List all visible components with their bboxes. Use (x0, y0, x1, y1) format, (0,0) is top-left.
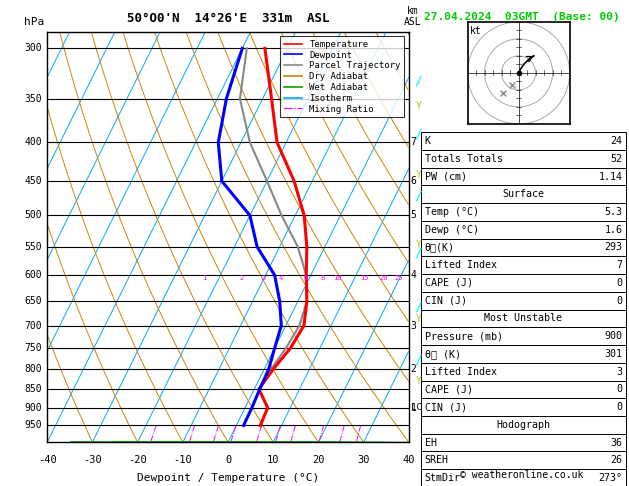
Text: 10: 10 (333, 275, 342, 280)
Text: 3: 3 (411, 321, 416, 330)
Text: 0: 0 (616, 402, 623, 412)
Text: Y: Y (415, 376, 421, 386)
Text: 8: 8 (321, 275, 325, 280)
Text: /: / (415, 300, 422, 313)
Text: hPa: hPa (24, 17, 44, 28)
Text: 300: 300 (24, 43, 42, 53)
Text: 600: 600 (24, 270, 42, 280)
Text: Dewp (°C): Dewp (°C) (425, 225, 479, 235)
Text: Pressure (mb): Pressure (mb) (425, 331, 503, 341)
Text: 2: 2 (411, 364, 416, 374)
Text: 0: 0 (616, 295, 623, 306)
Text: 7: 7 (411, 138, 416, 147)
Text: K: K (425, 136, 431, 146)
Text: 400: 400 (24, 138, 42, 147)
Text: /: / (415, 354, 422, 366)
Legend: Temperature, Dewpoint, Parcel Trajectory, Dry Adiabat, Wet Adiabat, Isotherm, Mi: Temperature, Dewpoint, Parcel Trajectory… (281, 36, 404, 117)
Text: Totals Totals: Totals Totals (425, 154, 503, 164)
Text: 5.3: 5.3 (604, 207, 623, 217)
Text: 6: 6 (303, 275, 308, 280)
Text: Most Unstable: Most Unstable (484, 313, 562, 324)
Text: Y: Y (415, 101, 421, 110)
Text: 30: 30 (357, 454, 370, 465)
Text: 1.14: 1.14 (599, 172, 623, 182)
Text: 20: 20 (379, 275, 388, 280)
Text: 26: 26 (611, 455, 623, 466)
Text: 50°O0'N  14°26'E  331m  ASL: 50°O0'N 14°26'E 331m ASL (127, 13, 329, 25)
Text: © weatheronline.co.uk: © weatheronline.co.uk (460, 470, 584, 480)
Text: 0: 0 (616, 278, 623, 288)
Text: 800: 800 (24, 364, 42, 374)
Text: Lifted Index: Lifted Index (425, 366, 496, 377)
Text: 7: 7 (616, 260, 623, 270)
Text: km
ASL: km ASL (404, 6, 421, 28)
Text: LCL: LCL (411, 403, 427, 412)
Text: 350: 350 (24, 94, 42, 104)
Text: 301: 301 (604, 349, 623, 359)
Text: -40: -40 (38, 454, 57, 465)
Text: 27.04.2024  03GMT  (Base: 00): 27.04.2024 03GMT (Base: 00) (424, 12, 620, 22)
Text: 273°: 273° (599, 473, 623, 483)
Text: StmDir: StmDir (425, 473, 460, 483)
Text: -30: -30 (83, 454, 102, 465)
Text: 950: 950 (24, 420, 42, 431)
Text: /: / (415, 190, 422, 202)
Text: 900: 900 (604, 331, 623, 341)
Text: 293: 293 (604, 243, 623, 253)
Text: 4: 4 (279, 275, 283, 280)
Text: θᴇ(K): θᴇ(K) (425, 243, 455, 253)
Text: Y: Y (415, 240, 421, 250)
Text: 20: 20 (312, 454, 325, 465)
Text: /: / (415, 74, 422, 87)
Text: Y: Y (415, 170, 421, 180)
Text: /: / (415, 128, 422, 141)
Text: 15: 15 (360, 275, 369, 280)
Text: PW (cm): PW (cm) (425, 172, 467, 182)
Text: 24: 24 (611, 136, 623, 146)
Text: 0: 0 (225, 454, 231, 465)
Text: -20: -20 (128, 454, 147, 465)
Text: 6: 6 (411, 176, 416, 186)
Text: 500: 500 (24, 210, 42, 221)
Text: 40: 40 (403, 454, 415, 465)
Text: 0: 0 (616, 384, 623, 395)
Text: 550: 550 (24, 242, 42, 252)
Text: Lifted Index: Lifted Index (425, 260, 496, 270)
Text: CIN (J): CIN (J) (425, 295, 467, 306)
Text: 700: 700 (24, 321, 42, 330)
Text: EH: EH (425, 437, 437, 448)
Text: 2: 2 (239, 275, 243, 280)
Text: θᴇ (K): θᴇ (K) (425, 349, 460, 359)
Text: 3: 3 (262, 275, 266, 280)
Text: 5: 5 (411, 210, 416, 221)
Text: 850: 850 (24, 384, 42, 394)
Text: Surface: Surface (503, 189, 544, 199)
Text: 750: 750 (24, 343, 42, 353)
Text: CAPE (J): CAPE (J) (425, 384, 472, 395)
Text: kt: kt (470, 26, 481, 36)
Text: -10: -10 (174, 454, 192, 465)
Text: 10: 10 (267, 454, 279, 465)
Text: 4: 4 (411, 270, 416, 280)
Text: 3: 3 (616, 366, 623, 377)
Text: Y: Y (415, 314, 421, 324)
Text: SREH: SREH (425, 455, 448, 466)
Text: 900: 900 (24, 403, 42, 413)
Text: Dewpoint / Temperature (°C): Dewpoint / Temperature (°C) (137, 473, 319, 483)
Text: Mixing Ratio (g/kg): Mixing Ratio (g/kg) (424, 181, 434, 293)
Text: 1: 1 (411, 403, 416, 413)
Text: 25: 25 (395, 275, 403, 280)
Text: /: / (415, 247, 422, 260)
Text: 1.6: 1.6 (604, 225, 623, 235)
Text: Hodograph: Hodograph (496, 420, 550, 430)
Text: Temp (°C): Temp (°C) (425, 207, 479, 217)
Text: 650: 650 (24, 296, 42, 306)
Text: 450: 450 (24, 176, 42, 186)
Text: 52: 52 (611, 154, 623, 164)
Text: CIN (J): CIN (J) (425, 402, 467, 412)
Text: CAPE (J): CAPE (J) (425, 278, 472, 288)
Text: 36: 36 (611, 437, 623, 448)
Text: 1: 1 (203, 275, 207, 280)
